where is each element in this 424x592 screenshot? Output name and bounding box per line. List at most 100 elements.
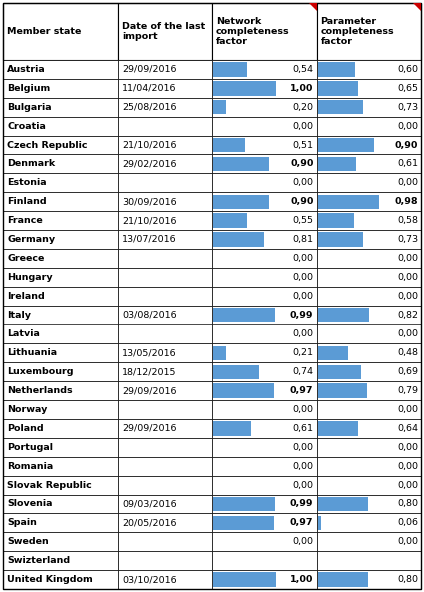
Bar (118, 419, 212, 438)
Bar (3, 400, 118, 419)
Bar (316, 513, 421, 532)
Text: 0,61: 0,61 (397, 159, 418, 168)
Text: 0,00: 0,00 (397, 121, 418, 131)
Bar (316, 419, 421, 438)
Bar (316, 551, 421, 570)
Text: 0,82: 0,82 (397, 311, 418, 320)
Text: 0,99: 0,99 (290, 500, 313, 509)
Text: 11/04/2016: 11/04/2016 (122, 84, 176, 93)
Bar (318, 308, 369, 322)
Text: 0,00: 0,00 (293, 329, 313, 339)
Bar (3, 570, 118, 589)
Bar (212, 287, 316, 305)
Text: 13/05/2016: 13/05/2016 (122, 348, 176, 358)
Bar (3, 381, 118, 400)
Bar (213, 62, 247, 76)
Bar (318, 346, 348, 360)
Bar (212, 173, 316, 192)
Text: 0,00: 0,00 (397, 443, 418, 452)
Text: 0,00: 0,00 (293, 443, 313, 452)
Bar (3, 438, 118, 457)
Text: 29/02/2016: 29/02/2016 (122, 159, 176, 168)
Bar (3, 79, 118, 98)
Text: 0,00: 0,00 (293, 405, 313, 414)
Bar (213, 422, 251, 436)
Bar (316, 532, 421, 551)
Bar (212, 98, 316, 117)
Bar (316, 98, 421, 117)
Text: 0,73: 0,73 (397, 235, 418, 244)
Bar (316, 117, 421, 136)
Bar (316, 136, 421, 155)
Text: 03/10/2016: 03/10/2016 (122, 575, 176, 584)
Bar (212, 457, 316, 475)
Text: Network
completeness
factor: Network completeness factor (216, 17, 290, 46)
Bar (3, 211, 118, 230)
Text: 0,55: 0,55 (293, 216, 313, 225)
Bar (316, 305, 421, 324)
Bar (3, 513, 118, 532)
Bar (316, 192, 421, 211)
Bar (212, 3, 316, 60)
Bar (3, 419, 118, 438)
Bar (3, 98, 118, 117)
Text: Swizterland: Swizterland (7, 556, 70, 565)
Text: 0,06: 0,06 (397, 519, 418, 527)
Bar (316, 457, 421, 475)
Text: 0,00: 0,00 (293, 273, 313, 282)
Bar (316, 287, 421, 305)
Bar (318, 62, 355, 76)
Text: Parameter
completeness
factor: Parameter completeness factor (321, 17, 394, 46)
Text: 0,00: 0,00 (293, 538, 313, 546)
Bar (213, 213, 248, 228)
Bar (213, 516, 274, 530)
Text: Bulgaria: Bulgaria (7, 103, 52, 112)
Bar (318, 422, 357, 436)
Bar (316, 79, 421, 98)
Text: 0,00: 0,00 (397, 462, 418, 471)
Bar (212, 305, 316, 324)
Bar (213, 365, 259, 379)
Bar (3, 362, 118, 381)
Bar (3, 230, 118, 249)
Bar (318, 572, 368, 587)
Bar (118, 475, 212, 494)
Text: Czech Republic: Czech Republic (7, 140, 87, 150)
Bar (316, 475, 421, 494)
Text: 13/07/2016: 13/07/2016 (122, 235, 176, 244)
Bar (212, 551, 316, 570)
Text: 0,61: 0,61 (293, 424, 313, 433)
Bar (212, 268, 316, 287)
Text: Italy: Italy (7, 311, 31, 320)
Bar (316, 249, 421, 268)
Bar (316, 494, 421, 513)
Bar (213, 232, 264, 247)
Text: Slovenia: Slovenia (7, 500, 53, 509)
Bar (316, 400, 421, 419)
Text: Greece: Greece (7, 254, 45, 263)
Text: 0,97: 0,97 (290, 519, 313, 527)
Bar (212, 211, 316, 230)
Bar (212, 475, 316, 494)
Text: 0,90: 0,90 (290, 197, 313, 206)
Text: Luxembourg: Luxembourg (7, 367, 73, 377)
Bar (3, 494, 118, 513)
Text: 0,99: 0,99 (290, 311, 313, 320)
Bar (118, 230, 212, 249)
Text: 0,74: 0,74 (293, 367, 313, 377)
Text: Denmark: Denmark (7, 159, 55, 168)
Bar (212, 192, 316, 211)
Text: Finland: Finland (7, 197, 47, 206)
Bar (3, 457, 118, 475)
Bar (3, 60, 118, 79)
Bar (118, 305, 212, 324)
Bar (118, 192, 212, 211)
Bar (212, 494, 316, 513)
Text: 21/10/2016: 21/10/2016 (122, 140, 176, 150)
Text: 0,00: 0,00 (293, 178, 313, 187)
Bar (212, 570, 316, 589)
Bar (316, 3, 421, 60)
Bar (212, 362, 316, 381)
Text: 0,65: 0,65 (397, 84, 418, 93)
Text: 0,58: 0,58 (397, 216, 418, 225)
